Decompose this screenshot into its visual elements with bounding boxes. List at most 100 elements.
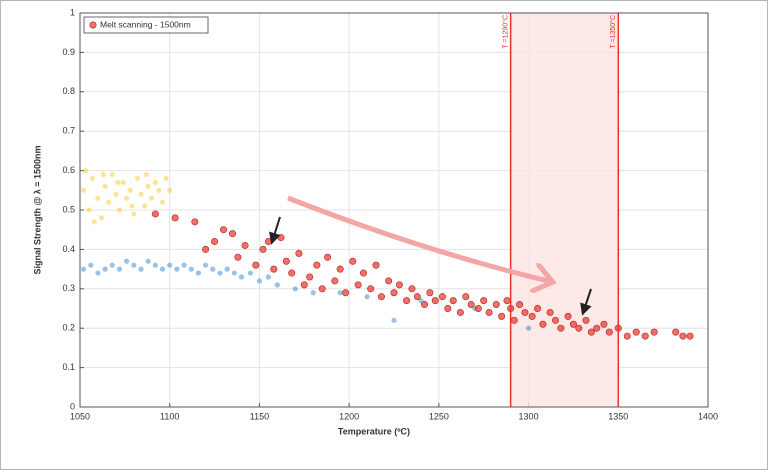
y-tick-label: 1 — [70, 7, 75, 17]
scatter-point — [391, 317, 397, 323]
scatter-point — [241, 241, 249, 249]
scatter-point — [102, 266, 108, 272]
scatter-point — [91, 219, 97, 225]
scatter-point — [191, 218, 199, 226]
x-tick-label: 1150 — [250, 411, 269, 421]
scatter-point — [274, 282, 280, 288]
scatter-point — [650, 328, 658, 336]
scatter-point — [211, 238, 219, 246]
scatter-point — [129, 203, 135, 209]
scatter-point — [159, 266, 166, 272]
scatter-point — [252, 261, 260, 269]
scatter-point — [593, 324, 601, 332]
legend-label: Melt scanning - 1500nm — [100, 19, 191, 29]
scatter-point — [141, 203, 148, 209]
scatter-point — [377, 293, 385, 301]
scatter-point — [672, 328, 680, 336]
scatter-point — [163, 175, 169, 182]
scatter-point — [116, 207, 123, 213]
scatter-point — [349, 257, 357, 265]
scatter-point — [605, 328, 613, 336]
x-tick-label: 1350 — [608, 411, 628, 421]
scatter-point — [444, 304, 452, 312]
scatter-point — [238, 274, 245, 280]
scatter-point — [431, 297, 439, 305]
scatter-point — [623, 332, 631, 340]
scatter-point — [336, 265, 344, 273]
scatter-point — [138, 191, 144, 197]
scatter-point — [102, 183, 108, 189]
x-tick-label: 1400 — [698, 411, 718, 421]
y-axis-label: Signal Strength @ λ = 1500nm — [32, 145, 42, 274]
scatter-point — [143, 171, 149, 178]
legend-marker — [89, 21, 97, 29]
scatter-point — [564, 312, 572, 320]
scatter-point — [156, 187, 162, 193]
scatter-point — [516, 301, 524, 309]
scatter-point — [195, 270, 202, 276]
scatter-point — [109, 171, 115, 178]
scatter-point — [188, 266, 194, 272]
y-tick-label: 0.8 — [62, 86, 75, 96]
scatter-point — [171, 214, 179, 222]
scatter-point — [679, 332, 687, 340]
scatter-point — [100, 171, 106, 178]
scatter-point — [82, 168, 88, 174]
scatter-point — [426, 289, 434, 297]
scatter-point — [686, 332, 694, 340]
scatter-point — [80, 187, 87, 193]
y-tick-label: 0.6 — [62, 165, 75, 175]
scatter-point — [95, 195, 101, 201]
scatter-point — [95, 270, 101, 276]
x-tick-label: 1200 — [339, 411, 359, 421]
scatter-point — [575, 324, 583, 332]
scatter-point — [462, 293, 470, 301]
scatter-point — [641, 332, 649, 340]
scatter-point — [587, 328, 595, 336]
scatter-point — [503, 297, 511, 305]
scatter-point — [98, 215, 105, 221]
scatter-point — [492, 301, 500, 309]
scatter-point — [557, 324, 565, 332]
scatter-point — [181, 262, 187, 268]
scatter-point — [149, 195, 155, 201]
scatter-point — [151, 210, 159, 218]
vertical-line-label: T =1350°C — [609, 15, 617, 49]
scatter-point — [510, 316, 518, 324]
scatter-point — [127, 187, 133, 193]
scatter-point — [152, 179, 158, 186]
scatter-point — [474, 304, 482, 312]
scatter-point — [288, 269, 296, 277]
scatter-point — [528, 312, 536, 320]
scatter-point — [331, 277, 339, 285]
scatter-point — [485, 308, 493, 316]
scatter-point — [421, 301, 429, 309]
scatter-point — [467, 301, 475, 309]
scatter-point — [359, 269, 367, 277]
scatter-point — [120, 179, 126, 186]
scatter-point — [408, 285, 416, 293]
x-axis-label: Temperature (ºC) — [338, 426, 410, 436]
scatter-point — [367, 285, 375, 293]
scatter-point — [152, 262, 158, 268]
scatter-point — [546, 308, 554, 316]
scatter-point — [234, 253, 242, 261]
scatter-point — [229, 230, 237, 238]
scatter-point — [300, 281, 308, 289]
scatter-point — [203, 262, 209, 268]
scatter-point — [145, 258, 151, 264]
scatter-point — [480, 297, 488, 305]
vertical-line-label: T =1290°C — [501, 15, 509, 49]
scatter-point — [264, 238, 272, 246]
scatter-point — [138, 266, 144, 272]
scatter-point — [231, 270, 237, 276]
scatter-point — [86, 207, 92, 213]
scatter-point — [106, 199, 112, 205]
scatter-point — [632, 328, 640, 336]
x-tick-label: 1300 — [519, 411, 539, 421]
scatter-point — [337, 290, 343, 296]
scatter-point — [210, 266, 216, 272]
x-tick-label: 1050 — [70, 411, 90, 421]
scatter-point — [390, 289, 398, 297]
